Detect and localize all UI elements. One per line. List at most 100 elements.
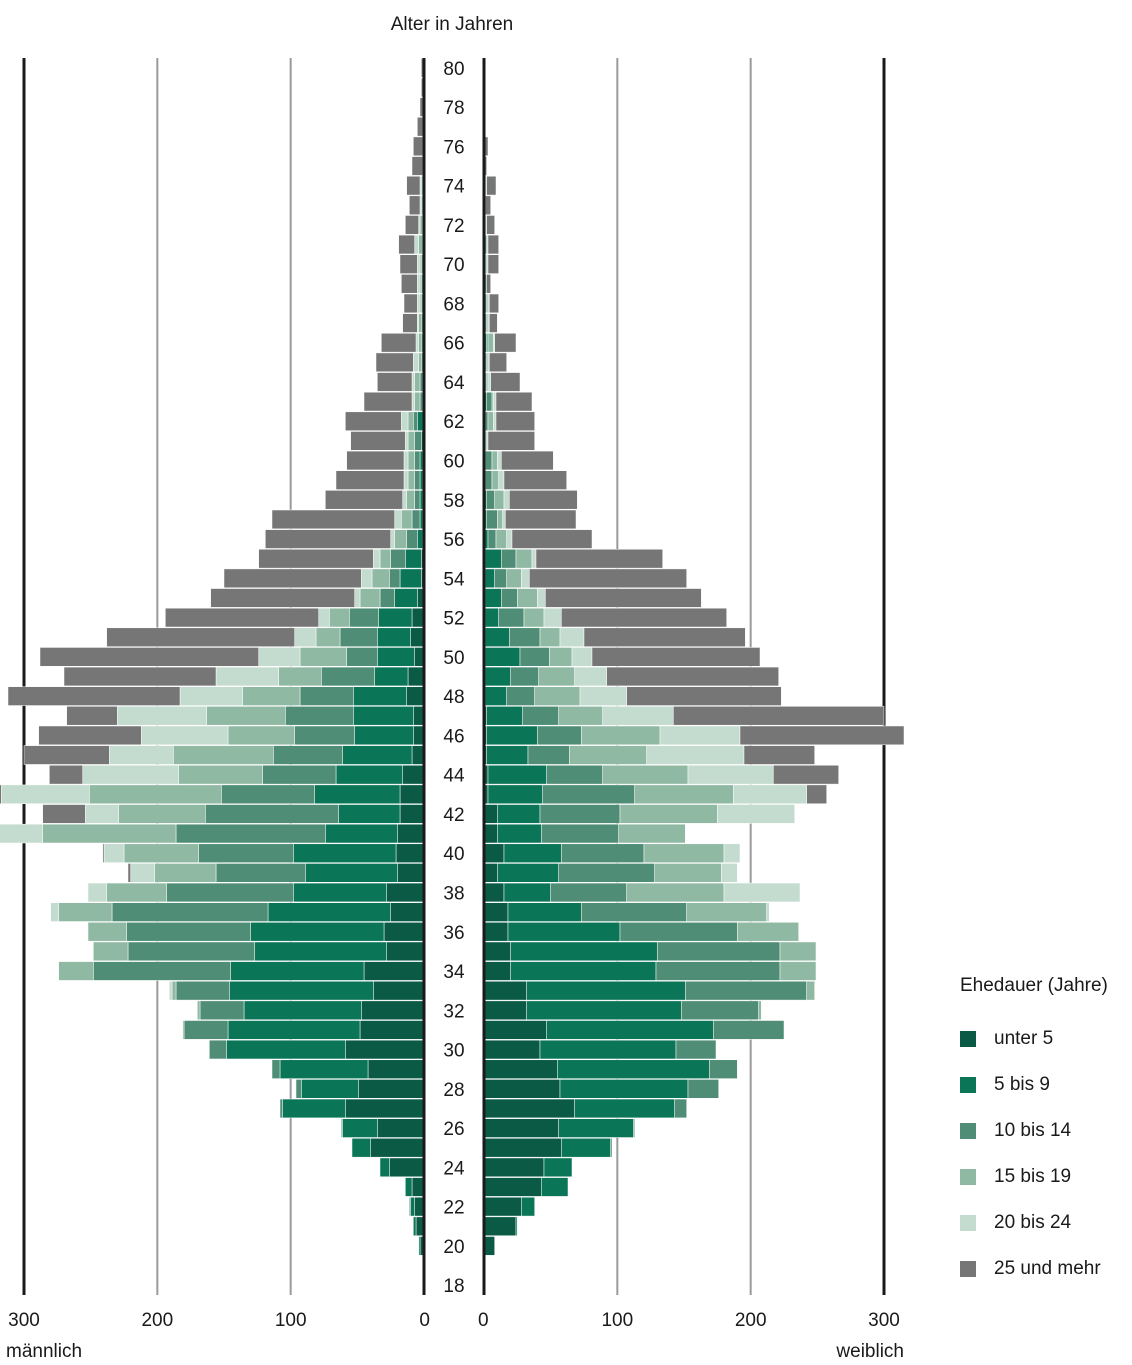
bar-female-age-53-3: [517, 588, 538, 608]
bar-male-age-44-0: [402, 765, 425, 785]
bar-female-age-40-4: [723, 843, 741, 863]
bar-female-age-52-2: [498, 607, 525, 628]
bar-female-age-20-0: [483, 1236, 495, 1256]
bar-female-age-56-4: [506, 529, 513, 549]
bar-female-age-43-3: [634, 784, 734, 804]
bar-male-age-54-4: [361, 568, 373, 588]
bar-female-age-33-1: [526, 980, 686, 1001]
bar-female-age-26-0: [483, 1118, 559, 1138]
bar-female-age-57-3: [497, 509, 503, 530]
bar-male-age-44-3: [178, 765, 263, 785]
legend-label: 15 bis 19: [994, 1166, 1072, 1187]
bar-male-age-50-5: [39, 647, 259, 667]
age-tick-70: 70: [443, 255, 464, 276]
bar-male-age-38-3: [106, 882, 167, 903]
bar-female-age-29-0: [483, 1059, 558, 1079]
bar-female-age-51-5: [583, 627, 746, 647]
chart-title: Alter in Jahren: [391, 14, 514, 35]
bar-male-age-55-1: [405, 549, 422, 569]
bar-male-age-33-3: [171, 980, 177, 1001]
bar-male-age-38-4: [87, 882, 107, 903]
bar-female-age-54-5: [529, 568, 687, 588]
bar-male-age-24-1: [379, 1157, 390, 1178]
bar-female-age-40-0: [483, 843, 505, 863]
bar-female-age-49-1: [485, 666, 511, 687]
bar-male-age-41-2: [175, 823, 326, 844]
bar-female-age-52-3: [523, 607, 545, 628]
bar-male-age-52-0: [411, 607, 425, 628]
bar-female-age-41-2: [541, 823, 619, 844]
bar-male-age-66-3: [418, 333, 422, 353]
bar-female-age-36-3: [737, 922, 799, 942]
bar-male-age-45-0: [411, 745, 425, 765]
bar-male-age-31-3: [182, 1020, 185, 1040]
bar-male-age-29-0: [367, 1059, 425, 1079]
bar-female-age-42-3: [619, 804, 718, 824]
bar-female-age-32-0: [483, 1000, 527, 1020]
bar-male-age-30-0: [345, 1039, 425, 1060]
bar-male-age-39-0: [397, 863, 425, 883]
bar-female-age-40-1: [503, 843, 562, 863]
bar-male-age-65-3: [418, 352, 422, 373]
bar-female-age-35-3: [779, 941, 817, 962]
bar-female-age-58-4: [503, 490, 510, 510]
bar-female-age-30-1: [539, 1039, 677, 1060]
bar-female-age-46-4: [659, 725, 741, 746]
bar-female-age-27-1: [574, 1098, 675, 1119]
bar-male-age-43-1: [314, 784, 401, 804]
bar-female-age-38-1: [503, 882, 551, 903]
bar-male-age-53-3: [359, 588, 381, 608]
bar-male-age-51-1: [377, 627, 411, 647]
axis-lines: [422, 58, 486, 1295]
bar-male-age-63-5: [363, 391, 413, 412]
bar-female-age-41-3: [618, 823, 686, 844]
legend-label: unter 5: [994, 1028, 1054, 1049]
age-tick-52: 52: [443, 609, 464, 630]
legend-label: 5 bis 9: [994, 1074, 1050, 1095]
bar-female-age-44-3: [602, 765, 689, 785]
bar-male-age-28-0: [358, 1079, 425, 1099]
bar-female-age-53-1: [485, 588, 502, 608]
bar-female-age-69-5: [486, 274, 491, 294]
bar-male-age-61-4: [405, 431, 409, 451]
bar-male-age-46-3: [227, 725, 295, 746]
bar-male-age-32-1: [243, 1000, 362, 1020]
bar-female-age-55-3: [515, 549, 533, 569]
bar-male-age-63-2: [419, 391, 423, 412]
bar-male-age-39-3: [154, 863, 217, 883]
bar-female-age-44-4: [687, 765, 774, 785]
bar-male-age-51-2: [339, 627, 378, 647]
age-tick-56: 56: [443, 530, 464, 551]
bar-female-age-37-4: [766, 902, 770, 922]
bar-male-age-72-5: [405, 215, 419, 235]
bar-male-age-61-3: [407, 431, 415, 451]
bar-male-age-48-1: [353, 686, 407, 706]
bar-male-age-34-2: [93, 961, 231, 981]
bar-male-age-24-0: [389, 1157, 425, 1178]
value-tick-labels: 0 0 100 100 200 200 300 300: [8, 1310, 900, 1331]
bar-male-age-33-1: [229, 980, 374, 1001]
bar-female-age-24-1: [543, 1157, 573, 1178]
bar-female-age-24-0: [483, 1157, 545, 1178]
age-tick-68: 68: [443, 294, 464, 315]
legend-label: 10 bis 14: [994, 1120, 1072, 1141]
bar-male-age-40-5: [102, 843, 105, 863]
bar-female-age-47-3: [558, 706, 603, 726]
bar-female-age-66-5: [494, 333, 517, 353]
bar-male-age-52-1: [378, 607, 413, 628]
bar-male-age-39-1: [305, 863, 398, 883]
bar-female-age-45-2: [527, 745, 570, 765]
bar-male-age-35-3: [93, 941, 129, 962]
bar-male-age-75-5: [411, 156, 423, 176]
bar-female-age-36-2: [619, 922, 738, 942]
bar-female-age-56-2: [487, 529, 497, 549]
bar-female-age-50-5: [591, 647, 761, 667]
bar-female-age-67-5: [489, 313, 498, 333]
bar-female-age-41-0: [483, 823, 498, 844]
bar-female-age-44-5: [773, 765, 839, 785]
bar-male-age-42-2: [205, 804, 339, 824]
bar-male-age-41-3: [42, 823, 177, 844]
legend-item: 20 bis 24: [960, 1211, 1108, 1235]
bar-male-age-37-2: [111, 902, 269, 922]
bar-male-age-26-2: [341, 1118, 343, 1138]
